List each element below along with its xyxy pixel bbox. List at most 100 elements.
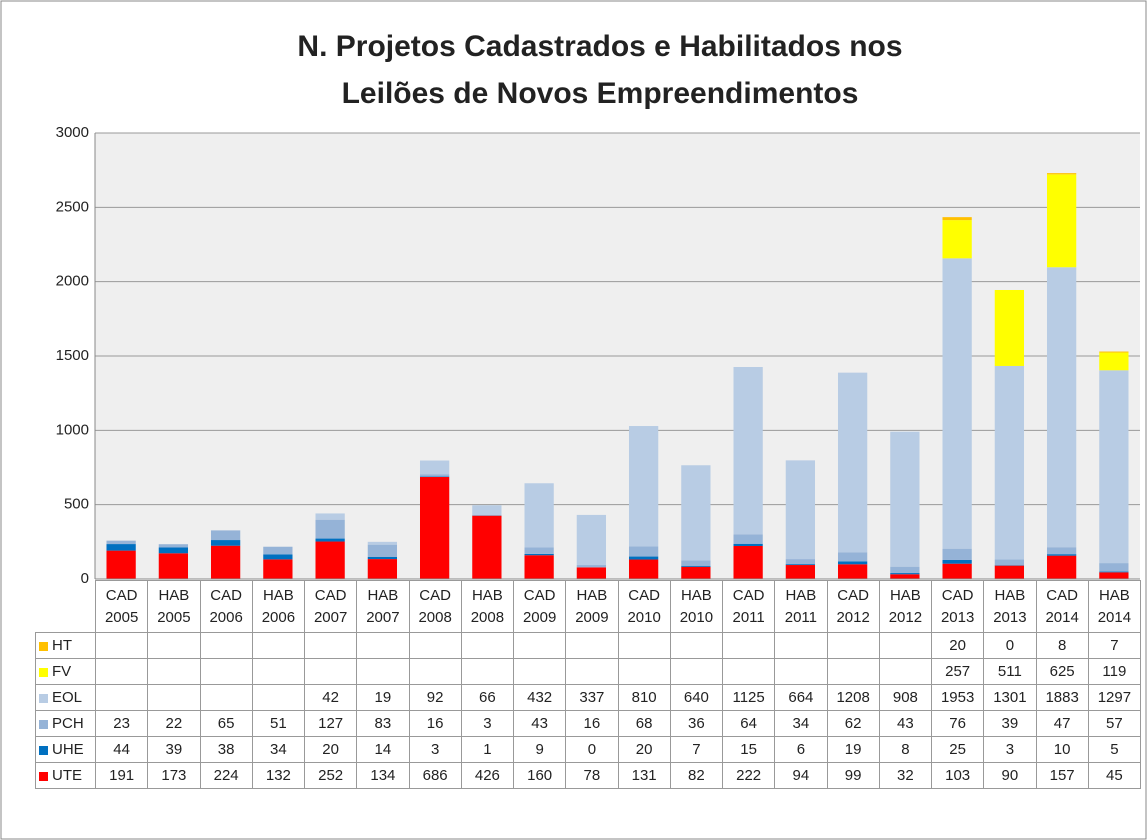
category-label: CAD 2006 — [199, 580, 253, 633]
empty-cell — [565, 658, 619, 685]
empty-cell — [512, 632, 567, 659]
bar-segment — [1099, 370, 1129, 564]
empty-cell — [512, 658, 567, 685]
category-label: HAB 2014 — [1087, 580, 1142, 633]
value-cell: 36 — [669, 710, 724, 737]
bar-segment — [1099, 571, 1129, 573]
empty-cell — [199, 658, 253, 685]
empty-cell — [303, 658, 358, 685]
bar-segment — [1046, 267, 1077, 548]
value-cell: 134 — [356, 762, 410, 789]
bar-segment — [315, 519, 345, 539]
bar-segment — [733, 367, 763, 535]
value-cell: 625 — [1035, 658, 1089, 685]
empty-cell — [460, 658, 515, 685]
bar-segment — [890, 573, 920, 575]
value-cell: 640 — [669, 684, 724, 711]
empty-cell — [94, 632, 149, 659]
empty-cell — [774, 632, 828, 659]
value-cell: 83 — [356, 710, 410, 737]
y-tick-label: 2000 — [56, 273, 89, 290]
empty-cell — [356, 632, 410, 659]
legend-label: EOL — [52, 689, 83, 706]
empty-cell — [147, 632, 201, 659]
value-cell: 664 — [774, 684, 828, 711]
value-cell: 34 — [251, 736, 306, 763]
bar-segment — [628, 546, 659, 557]
value-cell: 47 — [1035, 710, 1089, 737]
table-row: UTE 191 173 224 132 252 134 686 426 160 78 131 82 222… — [35, 762, 1142, 789]
category-label: CAD 2014 — [1035, 580, 1089, 633]
empty-cell — [669, 632, 724, 659]
value-cell: 1883 — [1035, 684, 1089, 711]
empty-cell — [774, 658, 828, 685]
value-cell: 222 — [721, 762, 776, 789]
value-cell: 3 — [460, 710, 515, 737]
y-tick-label: 2500 — [56, 198, 89, 215]
category-label: HAB 2008 — [460, 580, 515, 633]
value-cell: 1125 — [721, 684, 776, 711]
value-cell: 191 — [94, 762, 149, 789]
bar-segment — [106, 544, 136, 551]
value-cell: 131 — [617, 762, 671, 789]
empty-cell — [94, 658, 149, 685]
value-cell: 57 — [1087, 710, 1142, 737]
empty-cell — [303, 632, 358, 659]
category-label: CAD 2007 — [303, 580, 358, 633]
bar-segment — [942, 563, 972, 579]
value-cell: 426 — [460, 762, 515, 789]
value-cell: 99 — [826, 762, 880, 789]
bar-segment — [472, 505, 502, 516]
bar-segment — [524, 553, 554, 556]
empty-cell — [617, 632, 671, 659]
bar-segment — [785, 460, 816, 560]
value-cell: 43 — [878, 710, 933, 737]
bar-segment — [994, 565, 1025, 579]
value-cell: 1953 — [930, 684, 985, 711]
bar-segment — [263, 559, 293, 579]
bar-segment — [628, 559, 659, 579]
value-cell: 82 — [669, 762, 724, 789]
bar-segment — [524, 555, 554, 579]
value-cell: 8 — [878, 736, 933, 763]
value-cell: 66 — [460, 684, 515, 711]
value-cell: 94 — [774, 762, 828, 789]
bar-segment — [785, 564, 816, 566]
value-cell: 160 — [512, 762, 567, 789]
value-cell: 38 — [199, 736, 253, 763]
value-cell: 39 — [983, 710, 1037, 737]
bar-segment — [890, 574, 920, 579]
value-cell: 32 — [878, 762, 933, 789]
bar-segment — [106, 540, 136, 545]
empty-cell — [251, 684, 306, 711]
value-cell: 39 — [147, 736, 201, 763]
y-tick-label: 500 — [64, 496, 89, 513]
empty-cell — [565, 632, 619, 659]
bar-segment — [210, 530, 241, 541]
value-cell: 0 — [565, 736, 619, 763]
empty-cell — [460, 632, 515, 659]
y-tick-label: 1000 — [56, 421, 89, 438]
bar-segment — [576, 514, 607, 566]
bar-segment — [367, 559, 398, 579]
category-label: CAD 2011 — [721, 580, 776, 633]
legend-swatch — [39, 745, 48, 755]
bar-segment — [628, 426, 659, 547]
value-cell: 257 — [930, 658, 985, 685]
value-cell: 43 — [512, 710, 567, 737]
bar-segment — [158, 544, 189, 548]
bar-segment — [106, 550, 136, 579]
chart-title: N. Projetos Cadastrados e Habilitados no… — [297, 30, 902, 63]
bar-segment — [315, 541, 345, 579]
category-label: CAD 2005 — [94, 580, 149, 633]
bar-segment — [1046, 173, 1077, 175]
value-cell: 8 — [1035, 632, 1089, 659]
category-label: CAD 2009 — [512, 580, 567, 633]
legend-label: UHE — [52, 741, 84, 758]
category-label: HAB 2006 — [251, 580, 306, 633]
legend-label: FV — [52, 663, 72, 680]
value-cell: 78 — [565, 762, 619, 789]
value-cell: 157 — [1035, 762, 1089, 789]
value-cell: 103 — [930, 762, 985, 789]
